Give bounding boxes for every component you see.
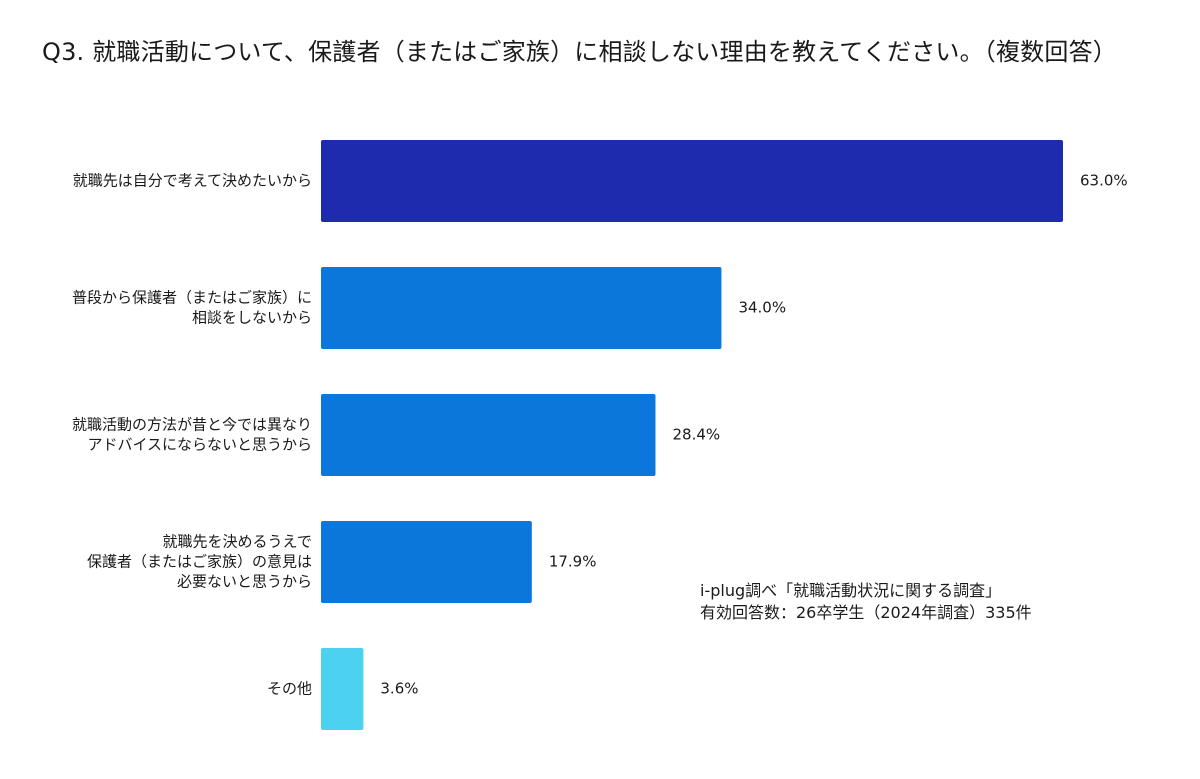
category-label-4: 就職先を決めるうえで保護者（またはご家族）の意見は必要ないと思うから <box>87 533 312 591</box>
category-label-2: 普段から保護者（またはご家族）に相談をしないから <box>72 289 312 327</box>
value-label-3: 28.4% <box>672 426 720 444</box>
bar-5 <box>321 648 364 730</box>
value-label-5: 3.6% <box>380 680 418 698</box>
category-label-3-line-1: 就職活動の方法が昔と今では異なり <box>72 416 312 434</box>
source-note: i-plug調べ「就職活動状況に関する調査」 有効回答数：26卒学生（2024年… <box>700 580 1032 624</box>
value-label-2: 34.0% <box>738 299 786 317</box>
category-label-4-line-3: 必要ないと思うから <box>177 573 312 591</box>
source-note-line-1: i-plug調べ「就職活動状況に関する調査」 <box>700 581 1002 600</box>
bar-3 <box>321 394 656 476</box>
value-label-4: 17.9% <box>549 553 597 571</box>
value-label-1: 63.0% <box>1080 172 1128 190</box>
category-label-1-line-1: 就職先は自分で考えて決めたいから <box>73 172 312 190</box>
category-label-5: その他 <box>267 680 312 698</box>
category-label-4-line-2: 保護者（またはご家族）の意見は <box>87 553 312 571</box>
bar-4 <box>321 521 532 603</box>
category-label-1: 就職先は自分で考えて決めたいから <box>73 172 312 190</box>
category-label-3: 就職活動の方法が昔と今では異なりアドバイスにならないと思うから <box>72 416 312 454</box>
category-label-2-line-2: 相談をしないから <box>192 309 312 327</box>
bar-1 <box>321 140 1063 222</box>
source-note-line-2: 有効回答数：26卒学生（2024年調査）335件 <box>700 603 1032 622</box>
category-label-4-line-1: 就職先を決めるうえで <box>162 533 312 551</box>
category-label-5-line-1: その他 <box>267 680 312 698</box>
category-label-2-line-1: 普段から保護者（またはご家族）に <box>72 289 312 307</box>
bar-2 <box>321 267 722 349</box>
category-label-3-line-2: アドバイスにならないと思うから <box>87 436 312 454</box>
chart-title: Q3. 就職活動について、保護者（またはご家族）に相談しない理由を教えてください… <box>42 38 1117 66</box>
